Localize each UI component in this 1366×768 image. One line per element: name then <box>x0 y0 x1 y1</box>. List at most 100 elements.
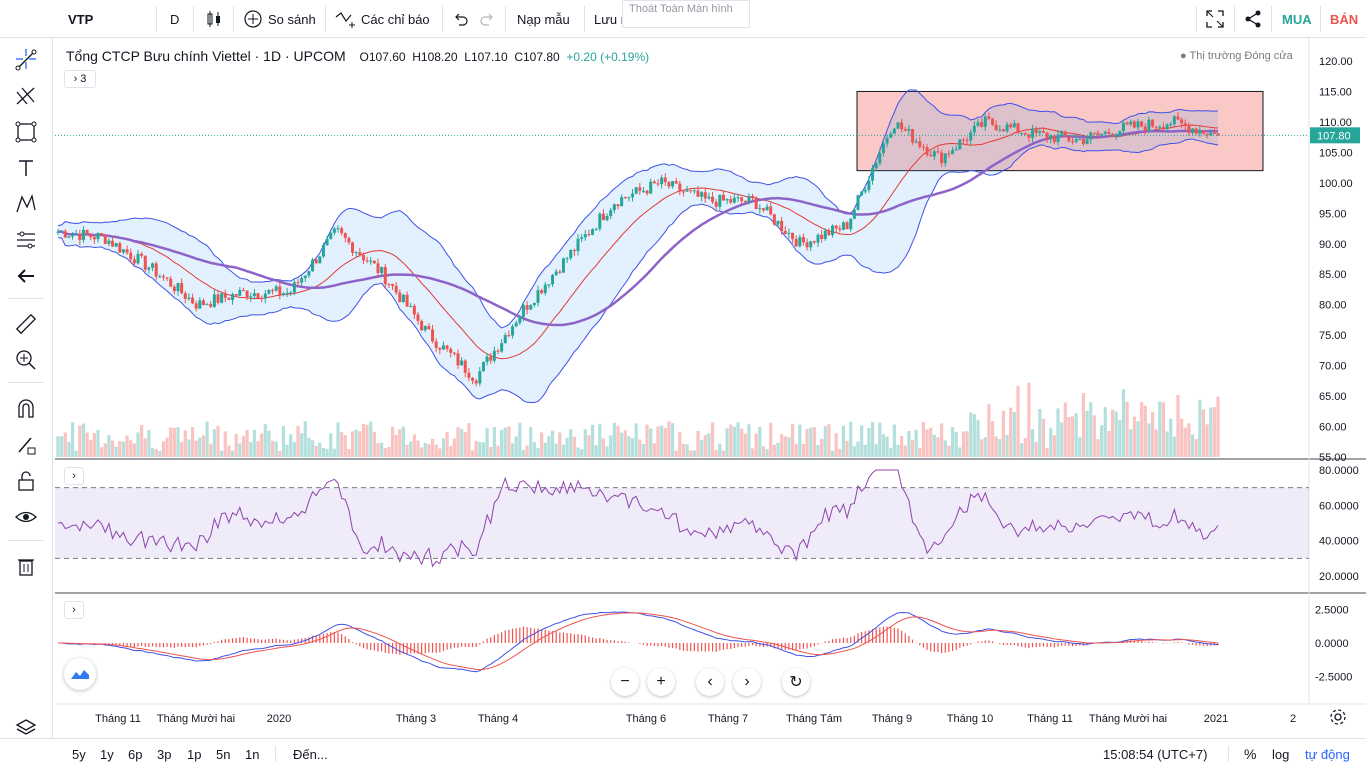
candle <box>1201 130 1205 134</box>
volume-bar <box>401 426 406 457</box>
remove-drawings-button[interactable] <box>11 551 41 581</box>
undo-button[interactable] <box>452 0 468 38</box>
sell-button[interactable]: BÁN <box>1330 0 1358 38</box>
text-tool[interactable] <box>11 153 41 183</box>
volume-bar <box>1154 429 1158 457</box>
volume-bar <box>1092 415 1096 457</box>
percent-toggle[interactable]: % <box>1244 739 1256 768</box>
volume-bar <box>361 423 366 457</box>
indicator-toggle[interactable]: › 3 <box>64 70 96 88</box>
candle <box>801 237 805 243</box>
volume-bar <box>772 444 776 457</box>
trend-line-tool[interactable] <box>11 45 41 75</box>
macd-pane-toggle[interactable]: › <box>64 601 84 619</box>
legend-change: +0.20 (+0.19%) <box>566 50 650 64</box>
rsi-tick-label: 40.0000 <box>1319 536 1359 548</box>
fullscreen-tooltip: Thoát Toàn Màn hình <box>622 0 750 28</box>
volume-bar <box>1107 430 1111 457</box>
candle <box>314 259 318 264</box>
candle <box>1125 122 1129 125</box>
range-6p[interactable]: 6p <box>128 746 143 762</box>
range-5y[interactable]: 5y <box>72 746 86 762</box>
legend-title: Tổng CTCP Bưu chính Viettel · 1D · UPCOM <box>66 48 346 64</box>
candle <box>929 154 933 157</box>
range-5n[interactable]: 5n <box>216 746 231 762</box>
zoom-tool[interactable] <box>11 345 41 375</box>
rectangle-tool[interactable] <box>11 117 41 147</box>
zoom-in-button[interactable]: + <box>647 668 675 696</box>
crosshair-tool[interactable] <box>11 44 41 74</box>
volume-bar <box>1045 447 1049 457</box>
interval-button[interactable]: D <box>170 0 179 38</box>
magnet-tool[interactable] <box>11 394 41 424</box>
volume-bar <box>329 433 333 457</box>
visibility-tool[interactable] <box>11 502 41 532</box>
candle <box>361 255 365 261</box>
candle <box>492 350 496 361</box>
volume-bar <box>1027 382 1031 457</box>
object-tree-button[interactable] <box>11 714 41 744</box>
goto-date-button[interactable]: Đến... <box>293 739 328 768</box>
prediction-tool[interactable] <box>11 225 41 255</box>
chart-canvas[interactable]: 107.80 120.00 115.00 110.00 105.00 100.00 95.0… <box>0 0 1366 738</box>
rsi-pane-toggle[interactable]: › <box>64 467 84 485</box>
zoom-in-icon <box>16 350 36 370</box>
volume-bar <box>220 450 224 457</box>
candle <box>271 290 275 292</box>
candle <box>598 213 602 229</box>
volume-bar <box>227 445 231 457</box>
percent-label: % <box>1244 746 1257 762</box>
measure-tool[interactable] <box>11 309 41 339</box>
logo-button[interactable] <box>64 658 96 690</box>
compare-button[interactable]: So sánh <box>243 0 316 38</box>
volume-bar <box>354 429 358 457</box>
chart-settings-button[interactable] <box>1328 707 1348 727</box>
chart-style-button[interactable] <box>204 0 224 38</box>
volume-bar <box>536 448 540 457</box>
fullscreen-button[interactable] <box>1205 0 1225 38</box>
volume-bar <box>980 439 984 457</box>
symbol-search[interactable]: VTP <box>68 0 93 38</box>
scroll-left-button[interactable]: ‹ <box>696 668 724 696</box>
zoom-out-button[interactable]: − <box>611 668 639 696</box>
fullscreen-icon <box>1206 10 1224 28</box>
scroll-right-button[interactable]: › <box>733 668 761 696</box>
volume-bar <box>161 441 166 457</box>
volume-bar <box>150 447 155 457</box>
fib-tool[interactable] <box>11 81 41 111</box>
volume-bar <box>809 427 813 457</box>
auto-scale-toggle[interactable]: tự động <box>1305 739 1350 768</box>
volume-bar <box>510 443 515 457</box>
templates-button[interactable]: Nạp mẫu <box>517 0 570 38</box>
lock-tool[interactable] <box>11 466 41 496</box>
share-button[interactable] <box>1243 0 1263 38</box>
range-1y[interactable]: 1y <box>100 746 114 762</box>
drawing-mode-tool[interactable] <box>11 430 41 460</box>
candle <box>558 271 562 273</box>
reset-chart-button[interactable]: ↻ <box>782 668 810 696</box>
volume-bar <box>736 422 740 457</box>
volume-bar <box>950 427 955 457</box>
range-3p[interactable]: 3p <box>157 746 172 762</box>
volume-bar <box>1143 405 1147 457</box>
price-tick-label: 90.00 <box>1319 239 1347 251</box>
indicators-label: Các chỉ báo <box>361 11 430 27</box>
volume-bar <box>852 446 856 457</box>
indicators-button[interactable]: Các chỉ báo <box>335 0 430 38</box>
eye-icon <box>15 511 37 523</box>
range-1n[interactable]: 1n <box>245 746 260 762</box>
pattern-tool[interactable] <box>11 189 41 219</box>
candle <box>667 182 671 187</box>
redo-button[interactable] <box>480 0 496 38</box>
volume-bar <box>507 426 511 457</box>
log-toggle[interactable]: log <box>1272 739 1289 768</box>
range-1p[interactable]: 1p <box>187 746 202 762</box>
volume-bar <box>1194 439 1198 457</box>
candle <box>951 150 955 155</box>
volume-bar <box>1089 402 1093 457</box>
hide-toolbar-button[interactable] <box>11 261 41 291</box>
buy-button[interactable]: MUA <box>1282 0 1312 38</box>
volume-bar <box>554 443 558 457</box>
candle <box>169 278 173 287</box>
volume-bar <box>1016 385 1020 457</box>
